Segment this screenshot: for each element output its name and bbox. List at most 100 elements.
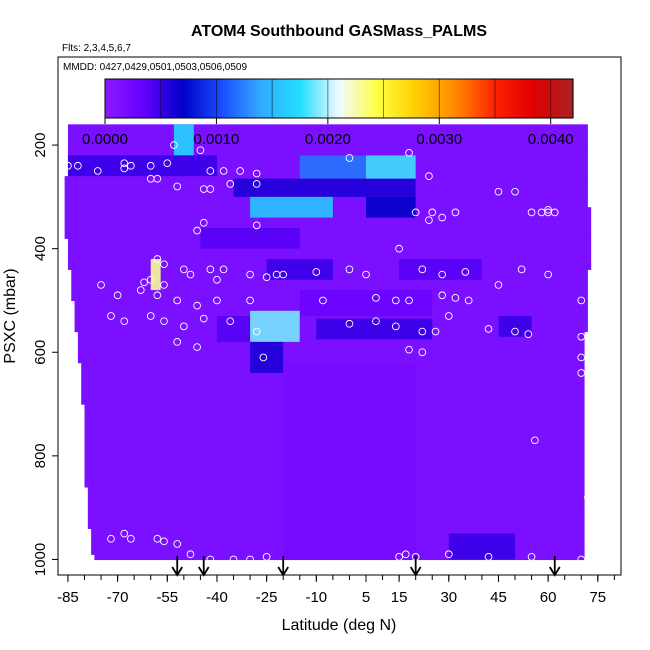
- colorbar-swatch: [115, 79, 119, 118]
- colorbar-swatch: [513, 79, 517, 118]
- colorbar-swatch: [235, 79, 239, 118]
- heatmap-cell: [365, 196, 416, 218]
- colorbar-swatch: [292, 79, 296, 118]
- colorbar-swatch: [274, 79, 278, 118]
- colorbar-swatch: [411, 79, 415, 118]
- sample-point: [438, 291, 447, 300]
- sample-point: [64, 161, 72, 170]
- sample-point: [577, 555, 586, 564]
- colorbar-swatch: [227, 79, 231, 118]
- colorbar-swatch: [183, 79, 187, 118]
- x-tick-label: 60: [540, 589, 557, 606]
- sample-point: [120, 159, 129, 168]
- heatmap-cell: [266, 259, 333, 280]
- colorbar-swatch: [445, 79, 449, 118]
- colorbar-swatch: [526, 79, 530, 118]
- colorbar-swatch: [372, 79, 376, 118]
- colorbar-swatch: [250, 79, 254, 118]
- colorbar-tick-label: 0.0020: [305, 131, 351, 148]
- colorbar-swatch: [222, 79, 226, 118]
- sample-point: [418, 265, 427, 274]
- sample-point: [345, 319, 354, 328]
- x-tick-label: -25: [256, 589, 278, 606]
- colorbar-swatch: [219, 79, 223, 118]
- colorbar-swatch: [567, 79, 571, 118]
- sample-point: [418, 327, 427, 336]
- sample-point: [494, 281, 503, 289]
- colorbar-swatch: [276, 79, 280, 118]
- sample-point: [193, 343, 201, 351]
- sample-point: [160, 281, 168, 289]
- heatmap-cell: [365, 155, 416, 179]
- sample-point: [206, 555, 215, 564]
- colorbar-swatch: [479, 79, 483, 118]
- colorbar-swatch: [261, 79, 265, 118]
- sample-point: [319, 296, 327, 305]
- colorbar-swatch: [105, 79, 109, 118]
- colorbar-swatch: [510, 79, 514, 118]
- colorbar-swatch: [193, 79, 197, 118]
- sample-point: [372, 317, 380, 326]
- sample-point: [219, 265, 228, 274]
- colorbar-swatch: [393, 79, 397, 118]
- colorbar-swatch: [216, 79, 220, 118]
- colorbar-swatch: [471, 79, 475, 118]
- colorbar-swatch: [417, 79, 421, 118]
- colorbar-swatch: [190, 79, 194, 118]
- sample-point: [127, 534, 135, 543]
- colorbar-swatch: [487, 79, 491, 118]
- sample-point: [136, 286, 145, 294]
- sample-point: [252, 169, 261, 178]
- sample-point: [461, 268, 470, 276]
- sample-point: [213, 275, 221, 284]
- colorbar-swatch: [482, 79, 486, 118]
- colorbar-swatch: [380, 79, 384, 118]
- colorbar-swatch: [336, 79, 340, 118]
- heatmap-cell: [498, 316, 532, 337]
- sample-point: [372, 294, 380, 302]
- sample-point: [146, 312, 155, 320]
- sample-point: [206, 167, 215, 175]
- sample-point: [226, 317, 235, 326]
- colorbar-swatch: [453, 79, 457, 118]
- colorbar-swatch: [133, 79, 137, 118]
- heatmap-cell: [173, 124, 194, 156]
- colorbar-swatch: [463, 79, 467, 118]
- x-tick-label: 30: [440, 589, 457, 606]
- x-tick-label: 5: [362, 589, 370, 606]
- sample-point: [345, 154, 354, 162]
- colorbar-swatch: [258, 79, 262, 118]
- heatmap-cell: [316, 318, 433, 340]
- colorbar-swatch: [196, 79, 200, 118]
- sample-point: [97, 281, 105, 289]
- sample-point: [113, 291, 122, 300]
- y-axis-title: PSXC (mbar): [2, 268, 19, 363]
- colorbar-swatch: [294, 79, 298, 118]
- sample-point: [252, 180, 261, 188]
- colorbar-swatch: [175, 79, 179, 118]
- colorbar-swatch: [388, 79, 392, 118]
- x-tick-label: -70: [107, 589, 129, 606]
- colorbar-swatch: [149, 79, 153, 118]
- colorbar-swatch: [528, 79, 532, 118]
- colorbar-swatch: [224, 79, 228, 118]
- colorbar-swatch: [255, 79, 259, 118]
- colorbar-swatch: [162, 79, 166, 118]
- sample-point: [160, 317, 168, 326]
- sample-point: [431, 327, 440, 336]
- sample-point: [199, 218, 208, 227]
- colorbar-swatch: [266, 79, 270, 118]
- colorbar-swatch: [367, 79, 371, 118]
- colorbar-swatch: [112, 79, 116, 118]
- colorbar-swatch: [242, 79, 246, 118]
- colorbar-swatch: [201, 79, 205, 118]
- colorbar-swatch: [141, 79, 145, 118]
- colorbar-swatch: [461, 79, 465, 118]
- colorbar-swatch: [536, 79, 540, 118]
- colorbar-swatch: [502, 79, 506, 118]
- colorbar-swatch: [458, 79, 462, 118]
- colorbar-tick-label: 0.0000: [82, 131, 128, 148]
- colorbar-swatch: [107, 79, 111, 118]
- colorbar-swatch: [305, 79, 309, 118]
- sample-point: [544, 205, 552, 214]
